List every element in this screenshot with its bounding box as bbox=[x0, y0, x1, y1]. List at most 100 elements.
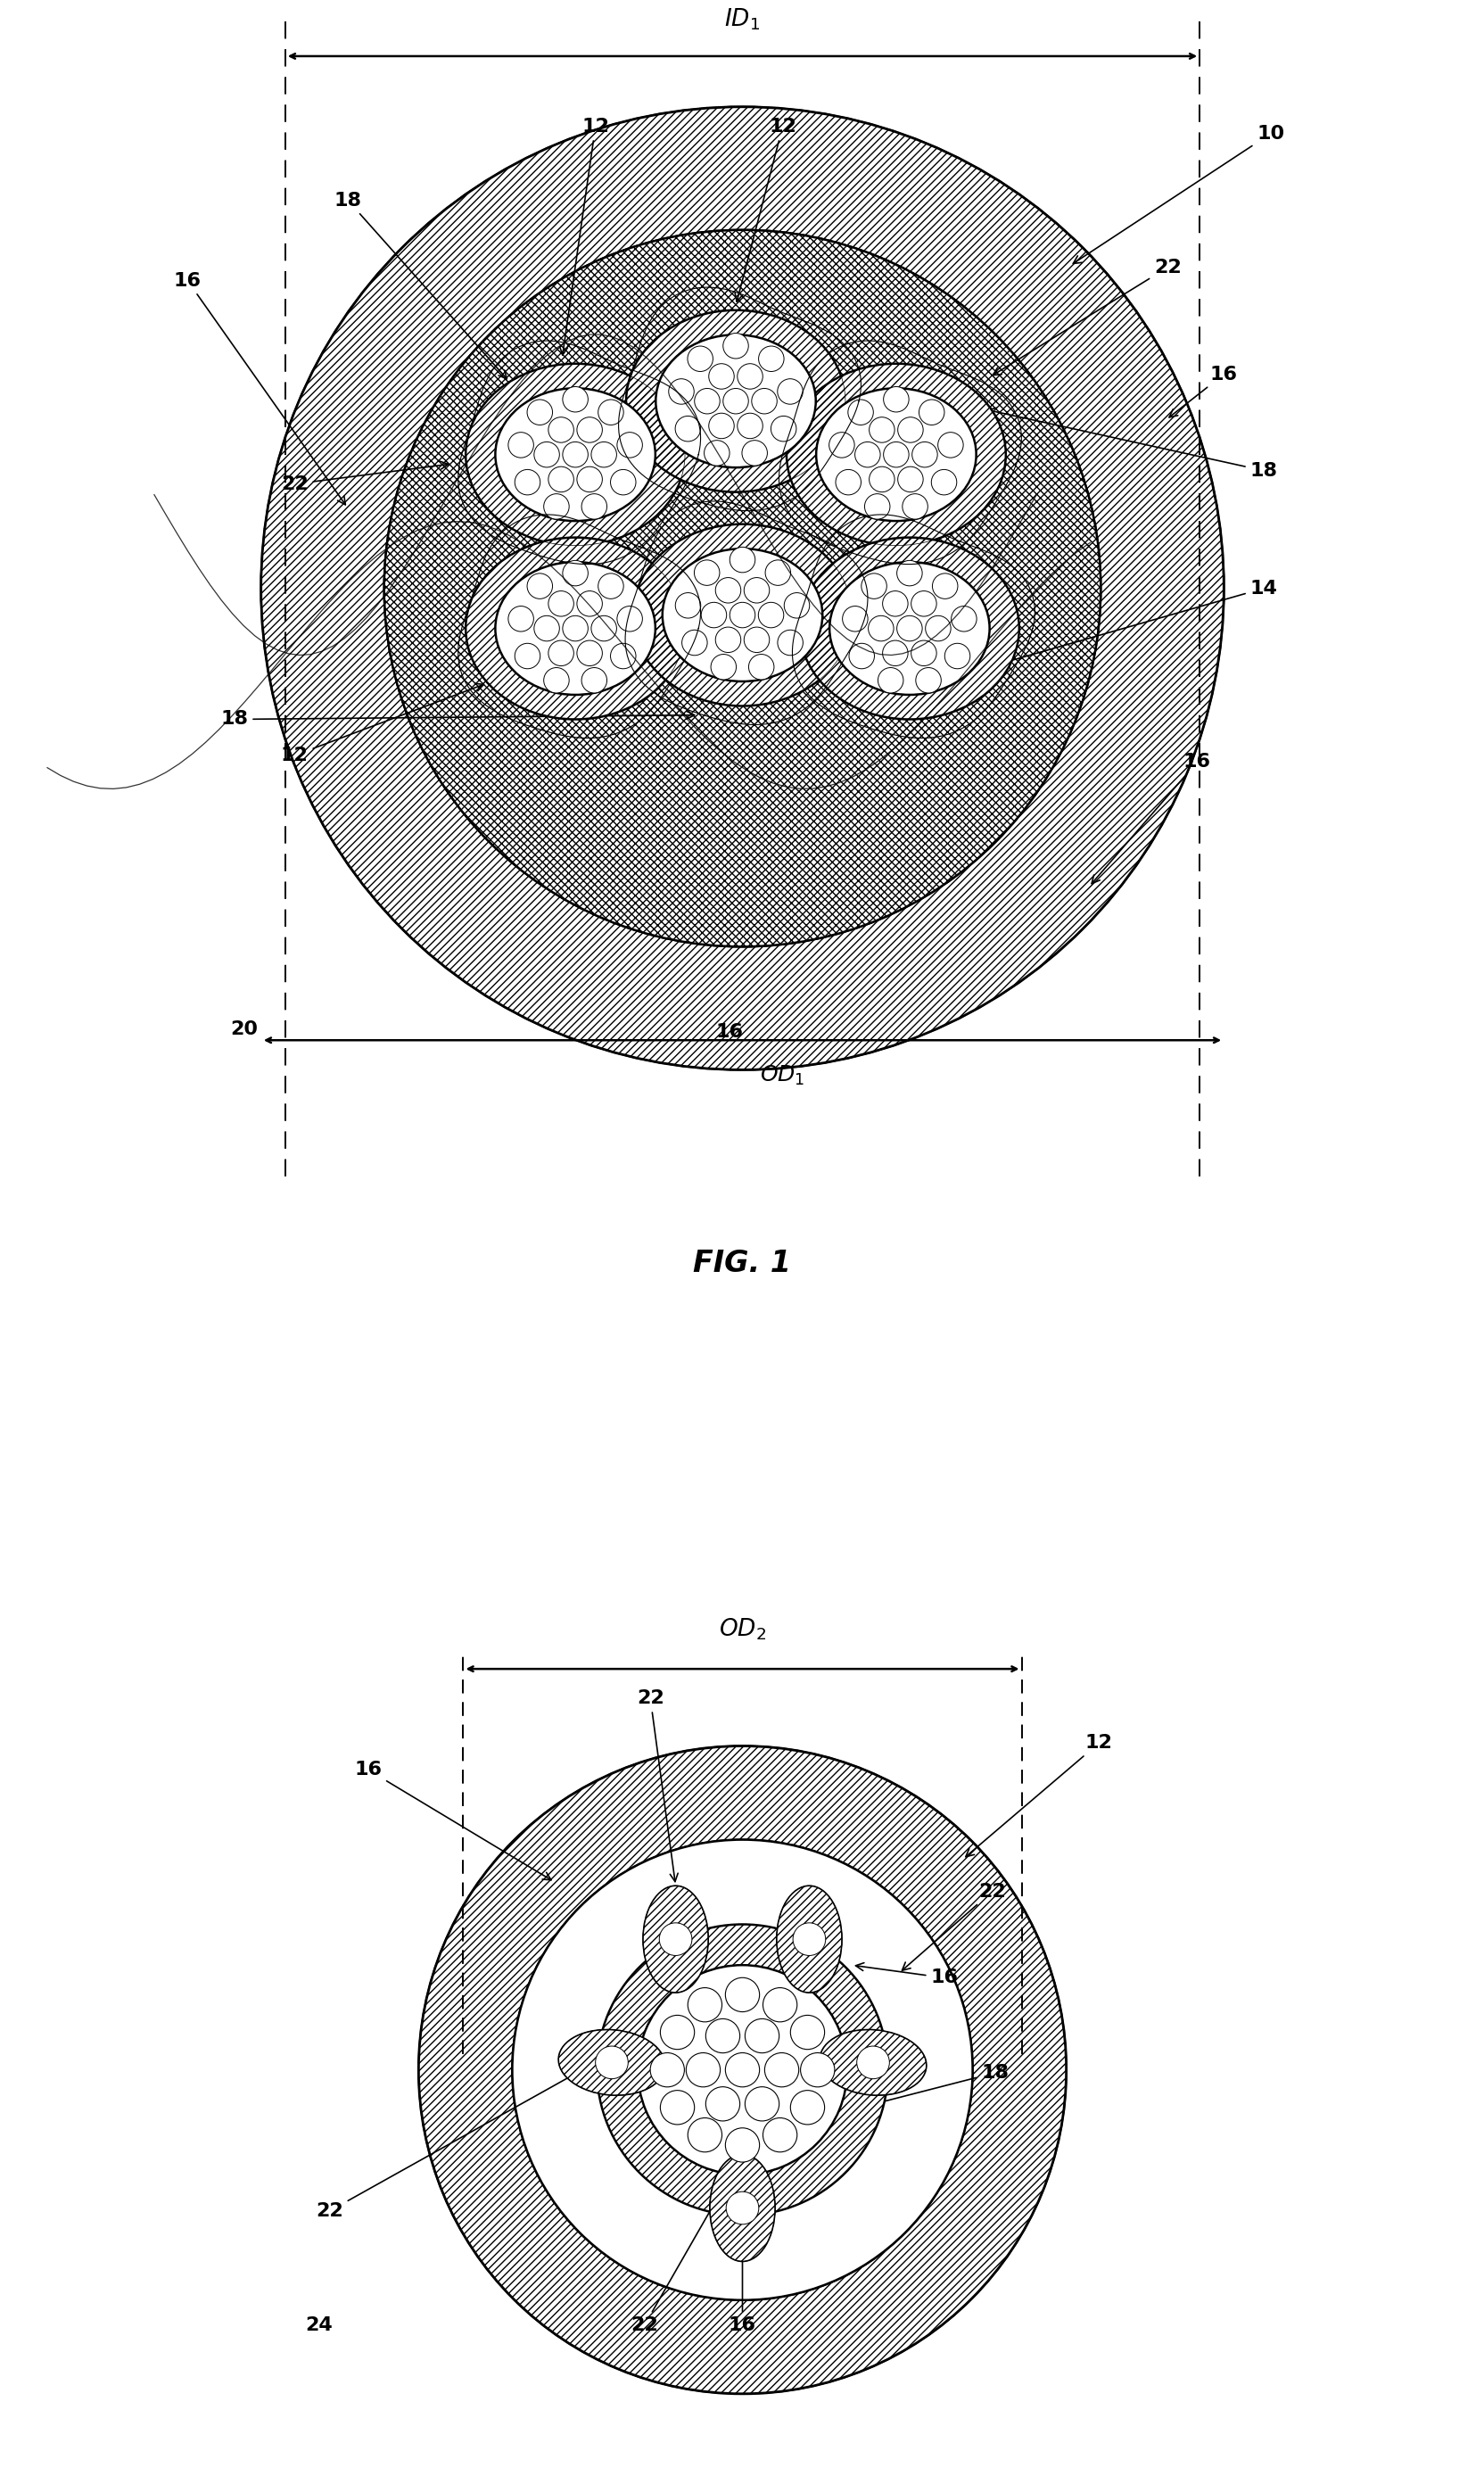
Circle shape bbox=[527, 399, 552, 426]
Circle shape bbox=[855, 441, 880, 468]
Circle shape bbox=[864, 493, 889, 520]
Circle shape bbox=[745, 2087, 779, 2122]
Circle shape bbox=[508, 433, 533, 458]
Text: FIG. 1: FIG. 1 bbox=[693, 1248, 791, 1278]
Circle shape bbox=[610, 644, 635, 669]
Ellipse shape bbox=[816, 389, 975, 520]
Circle shape bbox=[715, 626, 741, 654]
Circle shape bbox=[770, 416, 795, 441]
Circle shape bbox=[847, 399, 873, 426]
Circle shape bbox=[778, 379, 803, 404]
Circle shape bbox=[883, 441, 908, 468]
Circle shape bbox=[800, 2053, 834, 2087]
Text: 18: 18 bbox=[334, 191, 506, 379]
Circle shape bbox=[835, 470, 861, 495]
Circle shape bbox=[695, 389, 720, 413]
Circle shape bbox=[745, 2018, 779, 2053]
Circle shape bbox=[543, 669, 568, 693]
Circle shape bbox=[792, 1924, 825, 1956]
Circle shape bbox=[738, 413, 763, 438]
Circle shape bbox=[687, 347, 712, 371]
Circle shape bbox=[384, 230, 1100, 946]
Circle shape bbox=[751, 389, 776, 413]
Wedge shape bbox=[261, 106, 1223, 1070]
Text: 16: 16 bbox=[1168, 366, 1236, 418]
Text: 16: 16 bbox=[1091, 753, 1209, 884]
Ellipse shape bbox=[643, 1887, 708, 1993]
Circle shape bbox=[708, 413, 733, 438]
Circle shape bbox=[562, 386, 588, 411]
Circle shape bbox=[723, 389, 748, 413]
Circle shape bbox=[743, 577, 769, 604]
Wedge shape bbox=[418, 1746, 1066, 2394]
Text: 24: 24 bbox=[306, 2318, 332, 2335]
Circle shape bbox=[902, 493, 928, 520]
Ellipse shape bbox=[800, 537, 1018, 721]
Circle shape bbox=[548, 592, 573, 617]
Circle shape bbox=[715, 577, 741, 604]
Ellipse shape bbox=[656, 334, 815, 468]
Text: 22: 22 bbox=[631, 2159, 741, 2335]
Circle shape bbox=[898, 416, 923, 443]
Circle shape bbox=[703, 441, 729, 465]
Circle shape bbox=[861, 574, 886, 599]
Text: $OD_1$: $OD_1$ bbox=[760, 1065, 804, 1087]
Circle shape bbox=[778, 629, 803, 656]
Ellipse shape bbox=[632, 525, 852, 706]
Circle shape bbox=[543, 493, 568, 520]
Text: 22: 22 bbox=[901, 1882, 1005, 1971]
Circle shape bbox=[856, 2045, 889, 2080]
Ellipse shape bbox=[496, 389, 654, 520]
Ellipse shape bbox=[558, 2030, 665, 2095]
Wedge shape bbox=[597, 1924, 887, 2216]
Circle shape bbox=[724, 2127, 760, 2162]
Circle shape bbox=[911, 592, 936, 617]
Ellipse shape bbox=[496, 562, 654, 696]
Circle shape bbox=[598, 574, 623, 599]
Circle shape bbox=[849, 644, 874, 669]
Circle shape bbox=[944, 644, 969, 669]
Circle shape bbox=[881, 592, 907, 617]
Circle shape bbox=[758, 602, 784, 629]
Circle shape bbox=[675, 592, 700, 619]
Circle shape bbox=[261, 106, 1223, 1070]
Circle shape bbox=[515, 644, 540, 669]
Circle shape bbox=[577, 641, 603, 666]
Text: 16: 16 bbox=[715, 1023, 742, 1040]
Circle shape bbox=[742, 441, 767, 465]
Circle shape bbox=[591, 617, 616, 641]
Circle shape bbox=[582, 669, 607, 693]
Text: 10: 10 bbox=[1073, 124, 1284, 262]
Circle shape bbox=[723, 334, 748, 359]
Circle shape bbox=[729, 602, 755, 629]
Circle shape bbox=[705, 2087, 739, 2122]
Circle shape bbox=[659, 1924, 692, 1956]
Text: $OD_2$: $OD_2$ bbox=[718, 1617, 766, 1642]
Circle shape bbox=[562, 560, 588, 587]
Circle shape bbox=[724, 2053, 760, 2087]
Circle shape bbox=[784, 592, 809, 619]
Circle shape bbox=[868, 416, 893, 443]
Circle shape bbox=[534, 617, 559, 641]
Circle shape bbox=[418, 1746, 1066, 2394]
Ellipse shape bbox=[709, 2154, 775, 2261]
Ellipse shape bbox=[830, 562, 988, 696]
Text: 12: 12 bbox=[735, 119, 795, 302]
Ellipse shape bbox=[819, 2030, 926, 2095]
Circle shape bbox=[841, 607, 867, 631]
Circle shape bbox=[789, 2090, 824, 2124]
Circle shape bbox=[562, 617, 588, 641]
Circle shape bbox=[743, 626, 769, 654]
Circle shape bbox=[582, 493, 607, 520]
Circle shape bbox=[548, 641, 573, 666]
Circle shape bbox=[729, 547, 755, 572]
Circle shape bbox=[896, 617, 922, 641]
Text: 16: 16 bbox=[855, 1963, 957, 1986]
Text: 12: 12 bbox=[965, 1733, 1112, 1857]
Circle shape bbox=[868, 465, 893, 493]
Ellipse shape bbox=[662, 550, 822, 681]
Circle shape bbox=[881, 641, 907, 666]
Circle shape bbox=[828, 433, 853, 458]
Circle shape bbox=[548, 465, 573, 493]
Circle shape bbox=[763, 2117, 797, 2152]
